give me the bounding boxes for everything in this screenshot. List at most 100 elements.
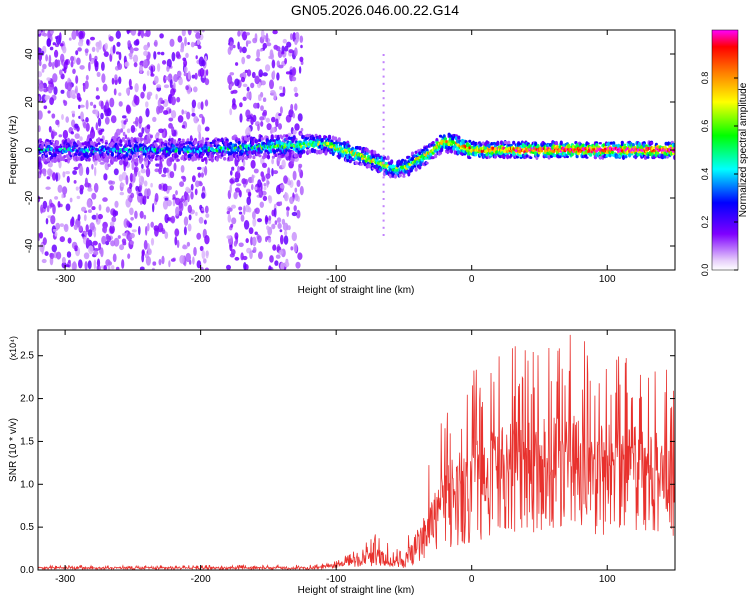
noise-cell [292,170,297,181]
noise-cell [163,84,170,89]
ridge-cell [257,146,261,152]
noise-cell [250,159,256,169]
noise-cell [204,267,210,270]
ridge-cell [348,159,352,164]
ridge-cell [529,156,533,159]
noise-cell [138,132,143,138]
ridge-cell [388,173,393,179]
noise-cell [49,97,54,106]
noise-cell [121,259,125,269]
ridge-cell [271,155,275,159]
ridge-cell [38,138,43,142]
ridge-core-cell [480,149,484,153]
noise-cell [193,86,198,93]
noise-cell [93,182,99,193]
noise-cell [284,57,287,65]
ridge-cell [143,157,147,162]
ridge-cell [57,158,61,163]
noise-cell [127,197,132,202]
noise-cell [121,238,127,244]
ridge-cell [302,149,306,154]
noise-cell [202,166,205,173]
ridge-cell [96,155,100,160]
ridge-cell [240,156,244,160]
ridge-cell [648,151,652,157]
noise-cell [70,55,75,62]
ridge-cell [615,154,620,159]
noise-cell [126,220,130,227]
ridge-core-cell [64,149,68,153]
noise-cell [91,206,96,211]
noise-cell [54,231,58,237]
noise-cell [98,40,102,50]
noise-cell [94,61,99,72]
ridge-cell [358,146,362,151]
ridge-cell [581,143,585,148]
ridge-cell [258,154,262,158]
noise-cell [75,85,78,95]
noise-cell [72,170,77,175]
ridge-cell [88,154,93,158]
noise-cell [118,92,122,97]
ridge-cell [331,135,335,141]
ridge-cell [650,141,654,145]
ridge-cell [623,143,627,146]
noise-cell [167,185,173,191]
noise-cell [58,134,63,138]
ridge-core-cell [361,157,364,161]
noise-cell [79,184,84,191]
ridge-cell [512,140,516,145]
colorbar-tick-label: 0.6 [700,120,710,133]
noise-cell [181,109,184,115]
ridge-cell [94,144,99,147]
ridge-cell [231,135,235,141]
noise-cell [291,76,297,82]
ridge-cell [264,149,268,153]
noise-cell [182,245,188,250]
colorbar-label: Normalized spectral amplitude [738,82,749,217]
noise-cell [245,109,251,118]
noise-cell [239,46,243,53]
noise-cell [129,46,134,55]
ridge-cell [327,135,332,140]
noise-cell [295,261,301,269]
noise-cell [111,265,115,270]
ridge-cell [118,154,122,160]
noise-cell [200,101,204,111]
noise-cell [278,64,284,69]
noise-cell [250,116,254,126]
ridge-cell [410,165,415,170]
noise-cell [231,166,235,171]
ridge-cell [525,154,529,158]
ridge-cell [51,139,55,143]
noise-cell [204,235,210,245]
ridge-cell [42,157,46,162]
noise-cell [150,134,153,139]
noise-cell [185,186,190,193]
streak-cell [382,133,385,136]
noise-cell [240,214,245,222]
noise-cell [271,127,276,133]
ridge-cell [273,149,277,154]
ridge-cell [176,158,180,162]
noise-cell [187,70,191,80]
noise-cell [294,92,299,98]
noise-cell [160,51,165,56]
noise-cell [103,51,109,57]
noise-cell [228,207,233,212]
noise-cell [273,91,277,101]
y-tick-label: 2.5 [20,351,34,362]
noise-cell [129,172,134,183]
ridge-core-cell [518,149,522,154]
noise-cell [107,261,113,266]
ridge-cell [141,137,145,141]
noise-cell [45,218,49,225]
noise-cell [139,64,143,74]
y-tick-label: 0 [24,147,35,153]
ridge-core-cell [302,142,306,146]
noise-cell [145,108,150,118]
noise-cell [267,167,271,176]
ridge-cell [223,156,227,161]
noise-cell [93,250,99,256]
noise-cell [128,78,132,88]
